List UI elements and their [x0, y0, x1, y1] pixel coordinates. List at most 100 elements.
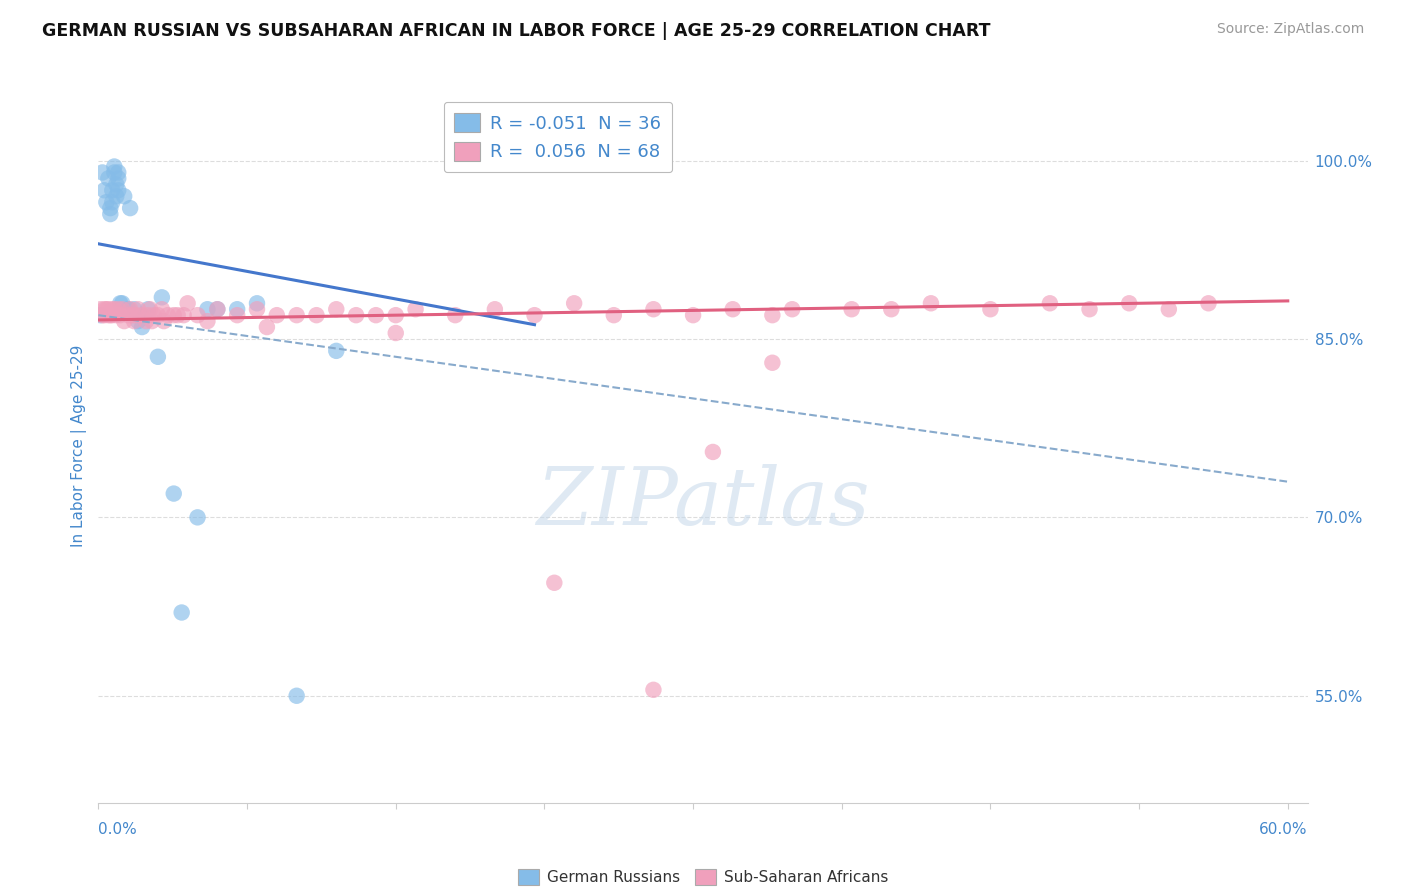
- Point: [163, 486, 186, 500]
- Point: [682, 308, 704, 322]
- Point: [93, 302, 115, 317]
- Point: [166, 308, 188, 322]
- Point: [643, 682, 665, 697]
- Legend: German Russians, Sub-Saharan Africans: German Russians, Sub-Saharan Africans: [512, 863, 894, 891]
- Point: [111, 302, 134, 317]
- Point: [141, 314, 163, 328]
- Point: [246, 302, 269, 317]
- Text: Source: ZipAtlas.com: Source: ZipAtlas.com: [1216, 22, 1364, 37]
- Point: [1198, 296, 1220, 310]
- Point: [122, 314, 145, 328]
- Point: [93, 183, 115, 197]
- Point: [146, 308, 169, 322]
- Y-axis label: In Labor Force | Age 25-29: In Labor Force | Age 25-29: [72, 345, 87, 547]
- Point: [207, 302, 229, 317]
- Point: [105, 189, 128, 203]
- Point: [120, 302, 142, 317]
- Point: [186, 308, 208, 322]
- Text: 0.0%: 0.0%: [98, 822, 138, 837]
- Point: [979, 302, 1001, 317]
- Point: [880, 302, 903, 317]
- Point: [120, 201, 142, 215]
- Point: [112, 314, 135, 328]
- Point: [98, 201, 121, 215]
- Point: [105, 308, 128, 322]
- Point: [110, 308, 132, 322]
- Point: [110, 296, 132, 310]
- Text: ZIPatlas: ZIPatlas: [536, 465, 870, 541]
- Point: [305, 308, 328, 322]
- Point: [127, 314, 149, 328]
- Point: [285, 308, 308, 322]
- Point: [103, 160, 125, 174]
- Point: [841, 302, 863, 317]
- Point: [156, 308, 179, 322]
- Point: [107, 302, 129, 317]
- Point: [103, 302, 125, 317]
- Text: GERMAN RUSSIAN VS SUBSAHARAN AFRICAN IN LABOR FORCE | AGE 25-29 CORRELATION CHAR: GERMAN RUSSIAN VS SUBSAHARAN AFRICAN IN …: [42, 22, 991, 40]
- Point: [150, 302, 173, 317]
- Point: [405, 302, 427, 317]
- Point: [107, 183, 129, 197]
- Point: [121, 308, 143, 322]
- Point: [384, 326, 406, 340]
- Point: [1078, 302, 1101, 317]
- Point: [89, 302, 111, 317]
- Point: [96, 195, 118, 210]
- Point: [761, 356, 783, 370]
- Point: [364, 308, 387, 322]
- Point: [543, 575, 565, 590]
- Point: [93, 308, 115, 322]
- Point: [139, 302, 162, 317]
- Point: [702, 445, 724, 459]
- Point: [920, 296, 942, 310]
- Point: [197, 314, 219, 328]
- Point: [246, 296, 269, 310]
- Point: [103, 165, 125, 179]
- Point: [266, 308, 288, 322]
- Point: [131, 308, 153, 322]
- Point: [91, 308, 114, 322]
- Point: [131, 320, 153, 334]
- Point: [484, 302, 506, 317]
- Point: [97, 302, 120, 317]
- Point: [91, 165, 114, 179]
- Point: [117, 302, 139, 317]
- Point: [127, 302, 149, 317]
- Point: [325, 343, 347, 358]
- Point: [1157, 302, 1180, 317]
- Point: [136, 308, 159, 322]
- Point: [153, 314, 176, 328]
- Point: [107, 165, 129, 179]
- Point: [444, 308, 467, 322]
- Point: [384, 308, 406, 322]
- Point: [97, 171, 120, 186]
- Point: [98, 308, 121, 322]
- Point: [135, 314, 157, 328]
- Point: [96, 302, 118, 317]
- Point: [112, 189, 135, 203]
- Point: [1039, 296, 1062, 310]
- Point: [163, 308, 186, 322]
- Point: [562, 296, 585, 310]
- Point: [150, 290, 173, 304]
- Point: [226, 308, 249, 322]
- Point: [170, 606, 193, 620]
- Point: [146, 350, 169, 364]
- Point: [101, 183, 124, 197]
- Point: [98, 207, 121, 221]
- Point: [122, 302, 145, 317]
- Point: [197, 302, 219, 317]
- Point: [136, 302, 159, 317]
- Point: [1118, 296, 1140, 310]
- Point: [780, 302, 803, 317]
- Point: [142, 308, 165, 322]
- Point: [125, 308, 148, 322]
- Point: [256, 320, 278, 334]
- Point: [761, 308, 783, 322]
- Point: [643, 302, 665, 317]
- Point: [107, 171, 129, 186]
- Point: [523, 308, 546, 322]
- Point: [105, 178, 128, 192]
- Text: 60.0%: 60.0%: [1260, 822, 1308, 837]
